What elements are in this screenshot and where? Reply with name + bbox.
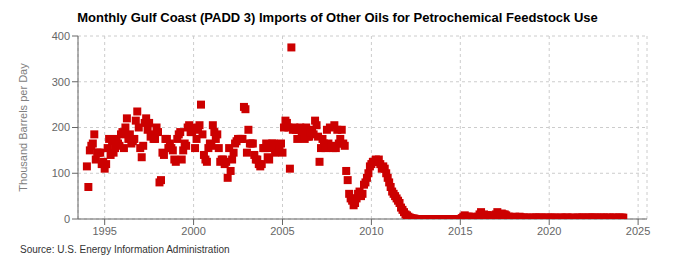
svg-text:Thousand Barrels per Day: Thousand Barrels per Day — [17, 63, 29, 192]
svg-text:2010: 2010 — [359, 225, 383, 237]
svg-text:2005: 2005 — [270, 225, 294, 237]
html-text:Source: U.S. Energy Informatio: Source: U.S. Energy Information Administ… — [20, 244, 230, 255]
svg-text:2015: 2015 — [448, 225, 472, 237]
html-text:Monthly Gulf Coast (PADD 3) Im: Monthly Gulf Coast (PADD 3) Imports of O… — [77, 10, 598, 25]
svg-text:1995: 1995 — [92, 225, 116, 237]
svg-text:2025: 2025 — [626, 225, 650, 237]
svg-text:2020: 2020 — [537, 225, 561, 237]
svg-text:100: 100 — [52, 167, 70, 179]
svg-text:400: 400 — [52, 30, 70, 42]
svg-text:2000: 2000 — [181, 225, 205, 237]
svg-text:200: 200 — [52, 121, 70, 133]
svg-text:300: 300 — [52, 76, 70, 88]
svg-text:0: 0 — [64, 213, 70, 225]
